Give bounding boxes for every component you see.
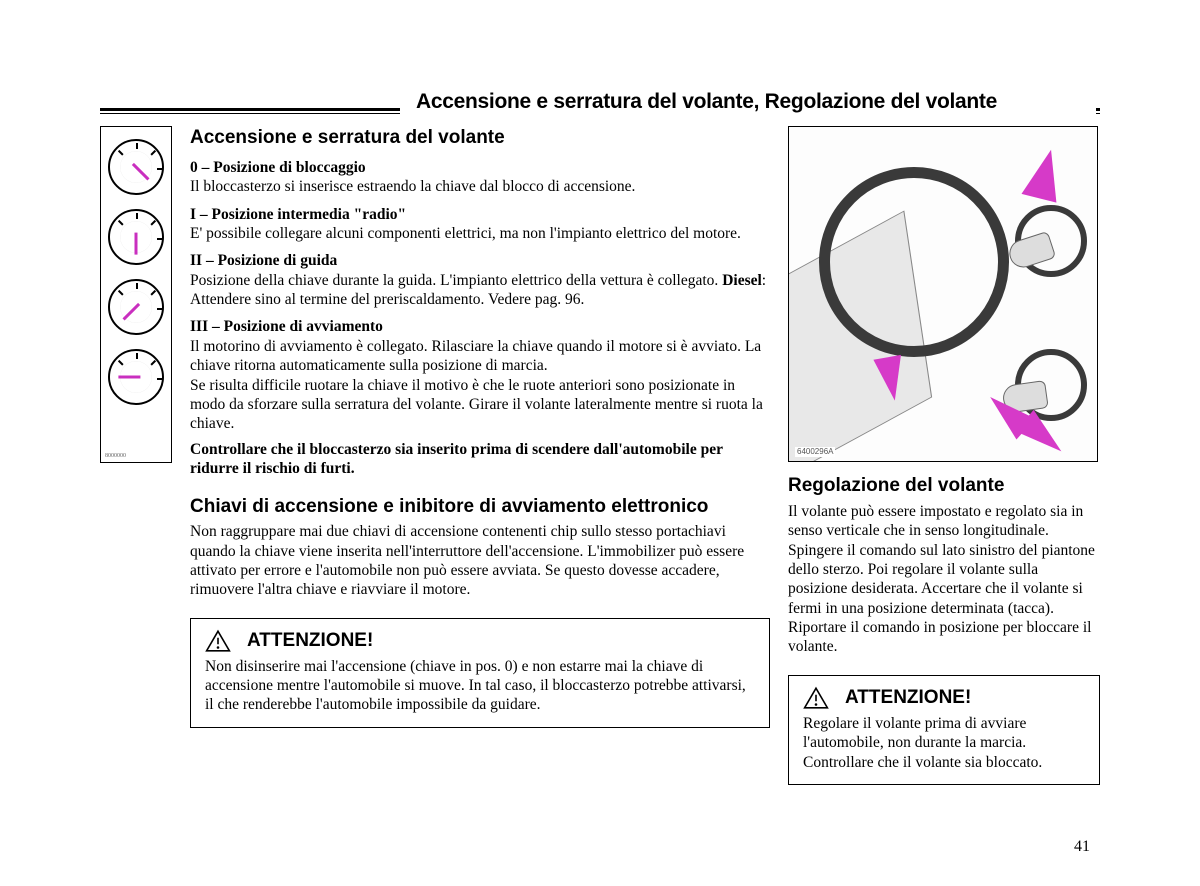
ignition-dial-0-icon <box>108 139 164 195</box>
page-content: Accensione e serratura del volante, Rego… <box>100 90 1100 785</box>
warning-1-title: ATTENZIONE! <box>247 629 373 653</box>
pos1-body: E' possibile collegare alcuni componenti… <box>190 224 770 243</box>
tilt-up-arrow-icon <box>1021 145 1068 202</box>
warning-2-body: Regolare il volante prima di avviare l'a… <box>803 714 1085 772</box>
warning-2-title: ATTENZIONE! <box>845 686 971 710</box>
pos1-heading: I – Posizione intermedia "radio" <box>190 205 770 224</box>
right-section-body: Il volante può essere impostato e regola… <box>788 502 1100 657</box>
pos0-heading: 0 – Posizione di bloccaggio <box>190 158 770 177</box>
ignition-dial-2-icon <box>108 279 164 335</box>
section-1-title: Accensione e serratura del volante <box>190 126 770 150</box>
pos0-body: Il bloccasterzo si inserisce estraendo l… <box>190 177 770 196</box>
theft-warning-bold: Controllare che il bloccasterzo sia inse… <box>190 440 770 479</box>
pos2-heading: II – Posizione di guida <box>190 251 770 270</box>
section-2-body: Non raggruppare mai due chiavi di accens… <box>190 522 770 600</box>
warning-box-1: ATTENZIONE! Non disinserire mai l'accens… <box>190 618 770 728</box>
warning-triangle-icon <box>205 629 231 653</box>
right-column: 6400296A Regolazione del volante Il vola… <box>788 126 1100 785</box>
content-columns: 8000000 Accensione e serratura del volan… <box>100 126 1100 785</box>
warning-triangle-icon <box>803 686 829 710</box>
right-section-title: Regolazione del volante <box>788 474 1100 498</box>
steering-adjustment-figure: 6400296A <box>788 126 1098 462</box>
header-row: Accensione e serratura del volante, Rego… <box>100 90 1100 114</box>
section-2-title: Chiavi di accensione e inibitore di avvi… <box>190 496 770 518</box>
main-column: Accensione e serratura del volante 0 – P… <box>190 126 770 785</box>
pos2-body: Posizione della chiave durante la guida.… <box>190 271 770 310</box>
pos3-heading: III – Posizione di avviamento <box>190 317 770 336</box>
pos3-body: Il motorino di avviamento è collegato. R… <box>190 337 770 434</box>
figure-code-left: 8000000 <box>105 453 126 459</box>
header-rule-right <box>1096 108 1100 114</box>
diesel-label: Diesel <box>722 272 762 289</box>
ignition-dial-3-icon <box>108 349 164 405</box>
page-title: Accensione e serratura del volante, Rego… <box>410 90 1096 114</box>
ignition-dial-1-icon <box>108 209 164 265</box>
page-number: 41 <box>1074 838 1090 856</box>
figure-code-right: 6400296A <box>795 447 835 457</box>
warning-1-body: Non disinserire mai l'accensione (chiave… <box>205 657 755 715</box>
header-rule-left <box>100 108 410 114</box>
pos2-body-a: Posizione della chiave durante la guida.… <box>190 272 722 289</box>
ignition-positions-figure: 8000000 <box>100 126 172 463</box>
warning-box-2: ATTENZIONE! Regolare il volante prima di… <box>788 675 1100 785</box>
